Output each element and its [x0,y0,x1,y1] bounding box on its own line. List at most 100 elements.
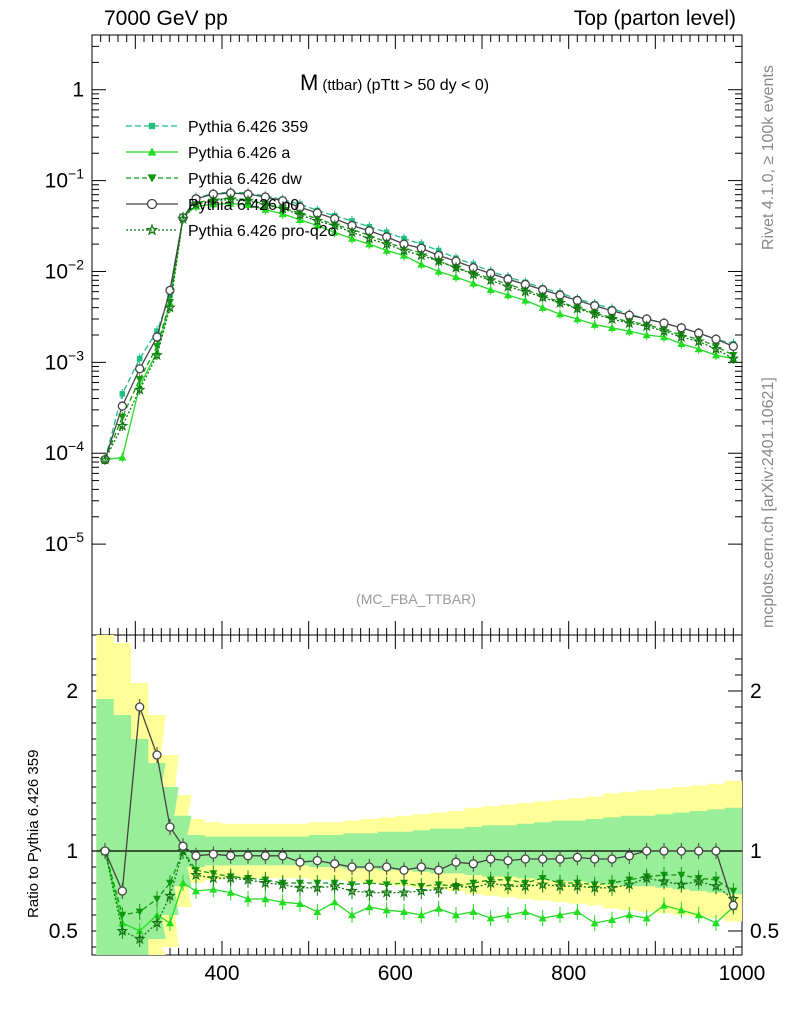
ratio-data-point [432,883,445,895]
ratio-data-point [116,924,129,937]
main-data-point [346,226,358,238]
ratio-data-point [642,914,651,922]
main-data-point [153,343,161,351]
main-data-point [640,320,653,332]
ratio-data-point [190,868,202,881]
ratio-x-tick-label: 800 [551,962,586,985]
ratio-data-point [503,855,513,866]
main-data-point [380,237,393,250]
legend: Pythia 6.426 359 Pythia 6.426 a Pythia 6.4… [126,119,337,240]
main-data-point [728,341,738,352]
ratio-data-point [295,857,305,867]
main-data-point [556,310,564,318]
ratio-data-point [624,851,634,861]
main-data-point [608,323,616,332]
ratio-data-point [153,895,161,903]
ratio-data-point [486,914,495,922]
main-data-point [328,219,341,231]
ratio-band-yellow [96,635,743,955]
main-data-point [538,303,547,311]
main-plot-series [99,186,740,465]
legend-item-s359: Pythia 6.426 359 [126,119,308,136]
main-y-tick-mantissa: 10 [45,260,68,283]
ratio-data-point [178,841,188,851]
ratio-data-point [712,919,720,927]
ratio-x-tick-label: 400 [204,962,239,985]
ratio-data-point [694,846,704,856]
main-data-point [398,244,410,256]
ratio-series-sp0 [100,699,738,914]
main-data-point [727,352,740,364]
main-data-point [504,291,512,299]
ratio-series-spro [99,843,740,947]
main-data-point [165,285,175,295]
ratio-data-point [519,880,532,892]
main-data-point [486,285,495,293]
main-y-tick-exponent: −5 [68,529,84,545]
ratio-data-point [434,904,443,912]
plot-title: M (ttbar) (pTtt > 50 dy < 0) [300,70,489,95]
main-data-point [294,208,306,220]
ratio-data-point [151,916,163,929]
ratio-data-point [100,846,110,856]
ratio-data-point [677,871,686,879]
ratio-data-point [711,846,721,856]
main-data-point [590,320,599,328]
main-y-tick-label: 10−4 [45,438,85,465]
main-data-point [348,234,356,242]
ratio-data-point [451,857,461,867]
ratio-uncertainty-bands [92,635,743,955]
main-y-tick-exponent: −1 [68,166,84,182]
main-data-point [623,317,636,329]
main-data-point [119,391,126,397]
main-data-point [242,194,254,206]
main-data-point [152,332,162,342]
ratio-data-point [330,859,340,869]
ratio-y-tick-label-right: 0.5 [750,920,779,943]
ratio-data-point [398,886,410,898]
ratio-series-line [104,850,734,932]
ratio-data-point [382,862,392,872]
main-data-point [99,453,111,465]
header-process-label: Top (parton level) [573,7,736,30]
main-data-point [363,232,376,244]
ratio-data-point [165,822,175,832]
ratio-data-point [166,879,174,887]
ratio-data-point [313,907,322,915]
ratio-data-point [658,875,670,887]
main-data-point [502,280,514,292]
ratio-data-point [278,851,288,861]
main-y-tick-mantissa: 10 [45,170,68,193]
main-data-point [311,214,324,226]
ratio-data-point [242,873,254,885]
main-data-point [118,453,127,461]
ratio-x-tick-label: 600 [378,962,413,985]
main-data-point [154,328,160,335]
ratio-data-point [521,907,530,915]
ratio-data-point [296,899,304,907]
ratio-data-point [312,855,322,866]
main-data-point [382,246,391,254]
ratio-y-tick-label-right: 2 [750,680,762,703]
ratio-data-point [520,854,530,864]
ratio-data-point [209,885,218,893]
ratio-data-point [623,878,636,890]
main-data-point [573,314,582,323]
ratio-data-point [153,911,161,919]
ratio-data-point [572,852,582,863]
ratio-data-point [365,903,374,911]
ratio-data-point [261,895,270,903]
main-data-point [694,345,703,353]
ratio-data-point [207,872,220,884]
ratio-data-point [118,911,127,919]
rivet-version-label: Rivet 4.1.0, ≥ 100k events [760,65,777,250]
ratio-data-point [363,886,376,898]
main-data-point [710,343,722,355]
main-data-point [519,285,532,297]
main-y-tick-mantissa: 1 [72,79,84,102]
main-data-point [711,334,721,344]
legend-item-sdw: Pythia 6.426 dw [126,171,302,188]
ratio-data-point [399,865,409,875]
